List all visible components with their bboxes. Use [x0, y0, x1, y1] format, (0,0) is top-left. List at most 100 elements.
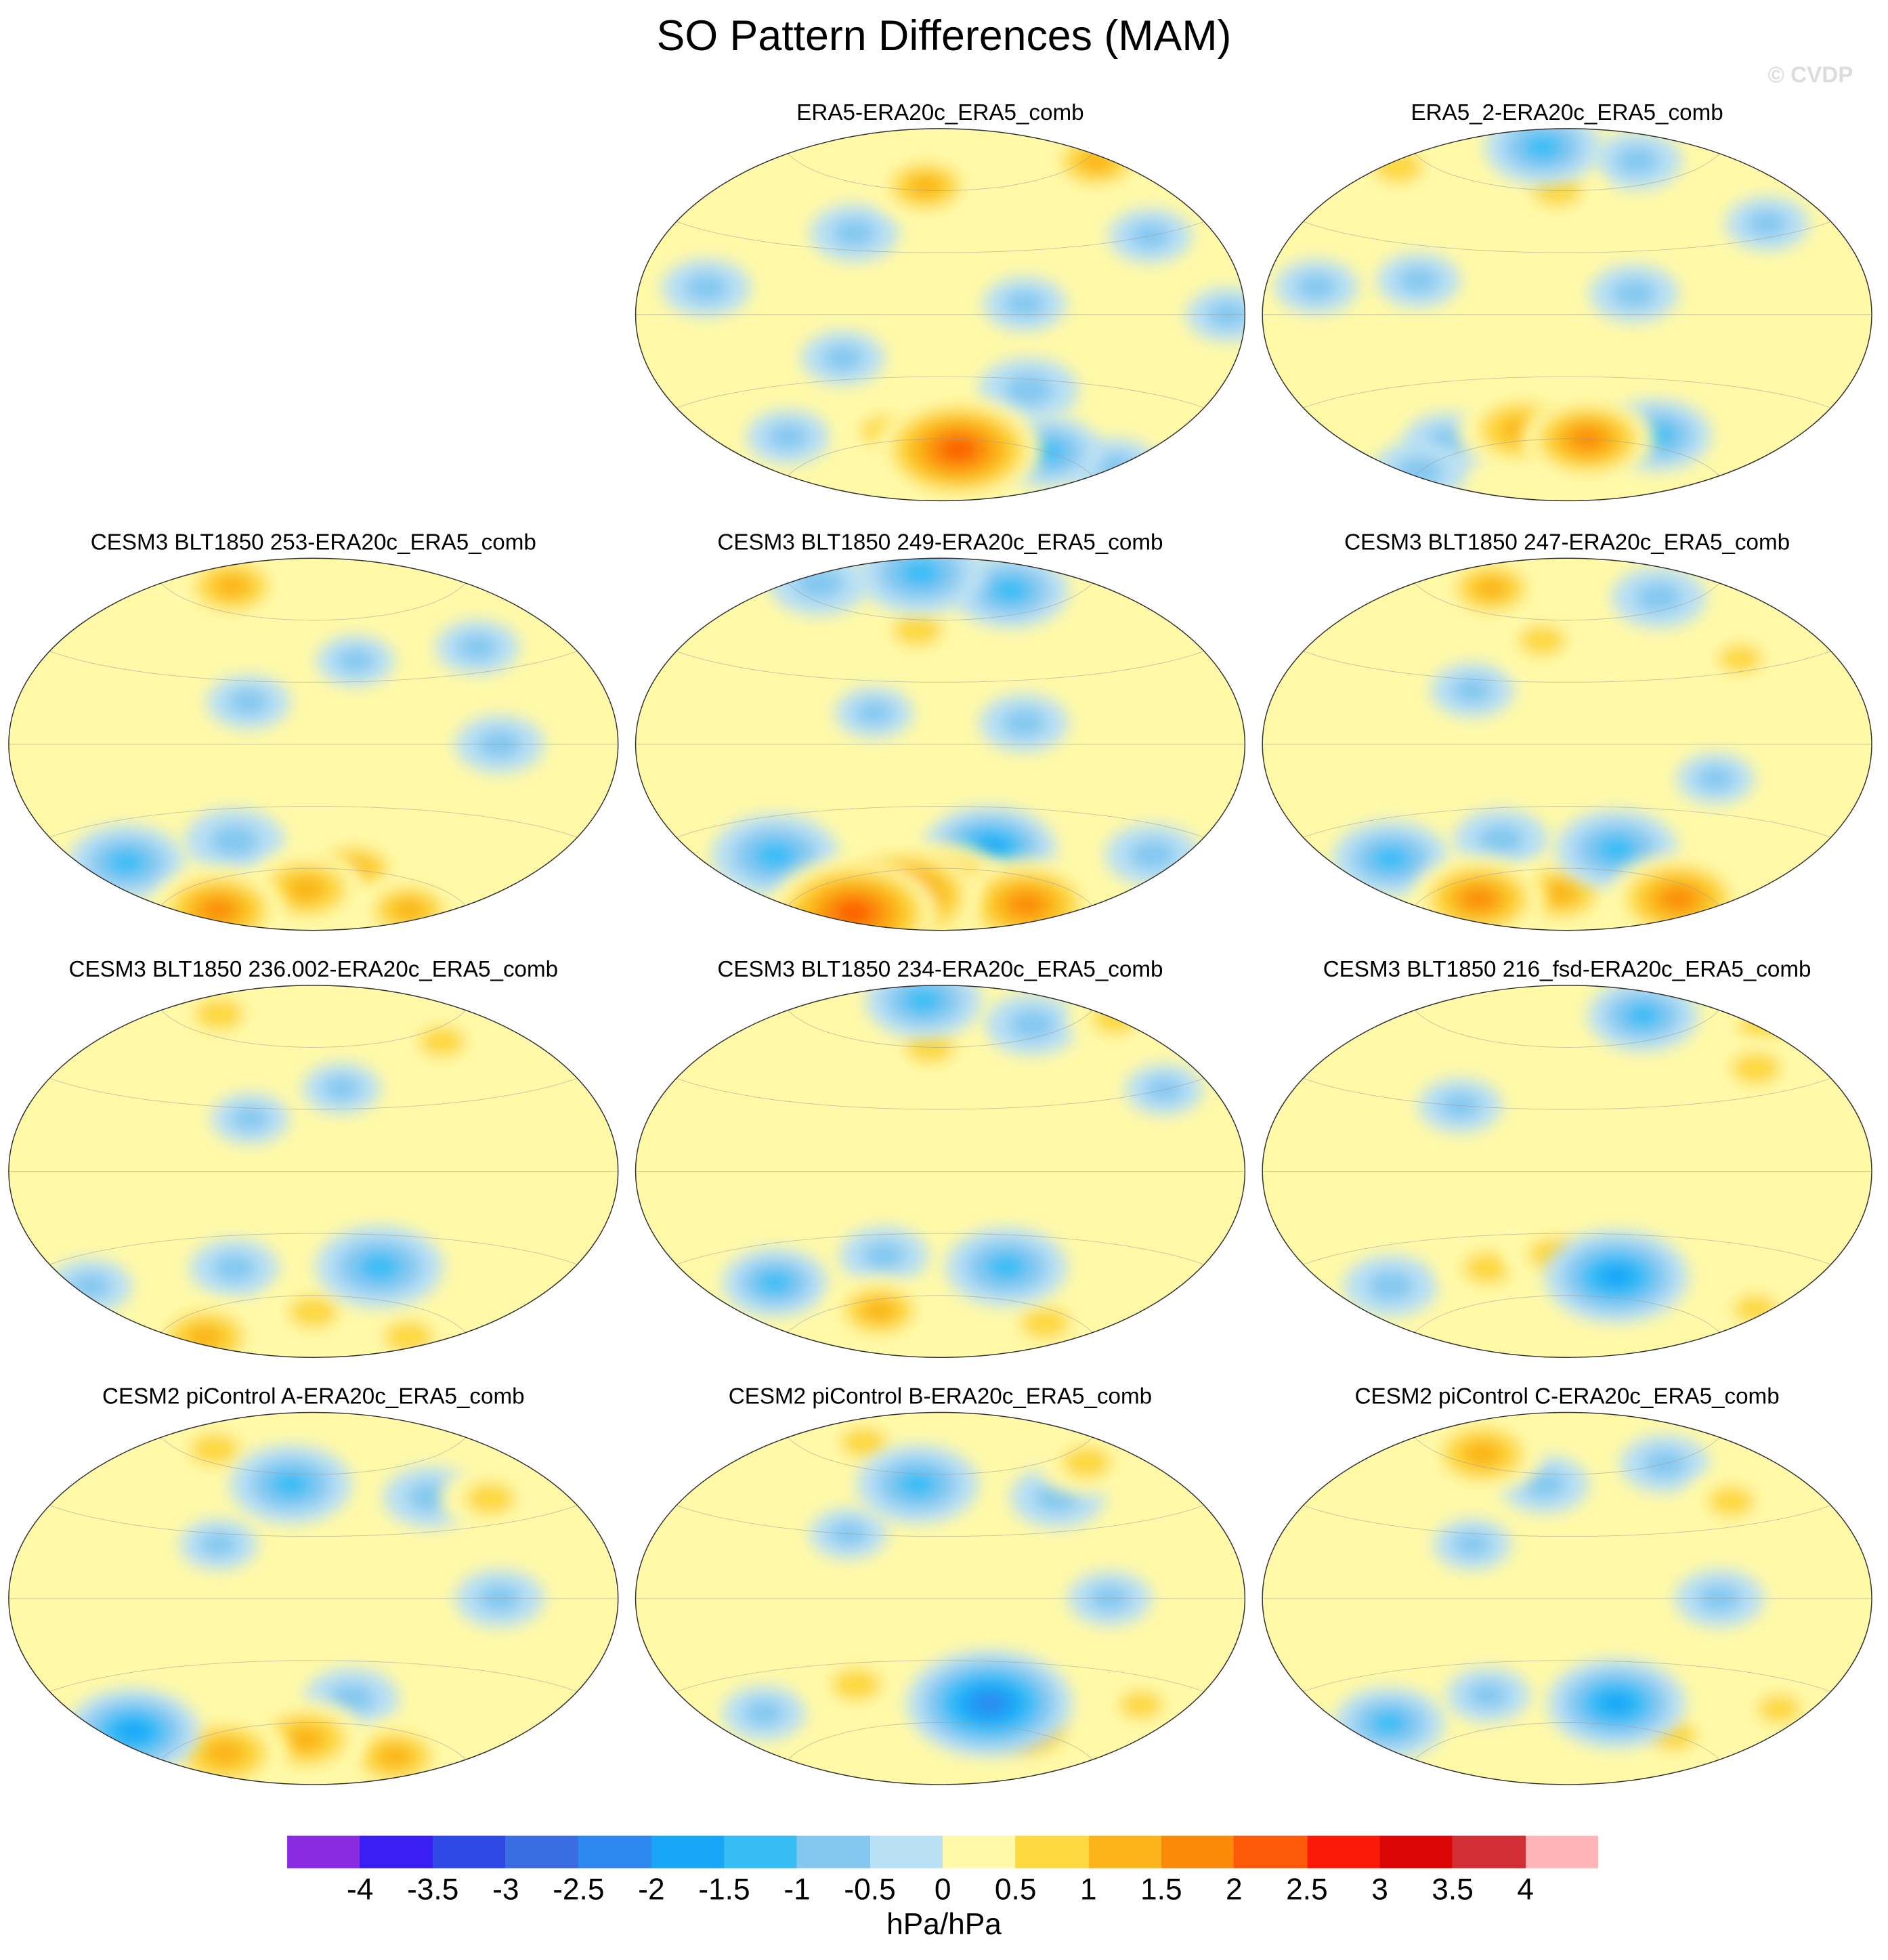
- panel-title: CESM3 BLT1850 253-ERA20c_ERA5_comb: [90, 529, 536, 555]
- colorbar-box: [1015, 1835, 1090, 1869]
- map-panel: CESM3 BLT1850 216_fsd-ERA20c_ERA5_comb: [1259, 956, 1876, 1359]
- negative-anomaly: [985, 994, 1079, 1056]
- negative-anomaly: [1433, 1518, 1511, 1571]
- panel-title: CESM3 BLT1850 234-ERA20c_ERA5_comb: [717, 956, 1163, 982]
- negative-anomaly: [316, 635, 395, 687]
- panel-title: CESM3 BLT1850 249-ERA20c_ERA5_comb: [717, 529, 1163, 555]
- negative-anomaly: [66, 1688, 200, 1775]
- graticule: [635, 1010, 1245, 1333]
- panel-title: CESM2 piControl C-ERA20c_ERA5_comb: [1354, 1384, 1780, 1409]
- colorbar-tick-label: -1: [784, 1873, 811, 1907]
- positive-anomaly: [1734, 1680, 1824, 1739]
- negative-anomaly: [979, 694, 1069, 752]
- negative-anomaly: [856, 1445, 979, 1524]
- colorbar-tick-label: -2.5: [553, 1873, 605, 1907]
- positive-anomaly: [1706, 1036, 1806, 1101]
- watermark: © CVDP: [1767, 62, 1853, 88]
- map-panel: CESM3 BLT1850 253-ERA20c_ERA5_comb: [5, 529, 622, 931]
- global-map: [635, 128, 1246, 502]
- negative-anomaly: [839, 1227, 929, 1285]
- map-border: [1262, 557, 1872, 931]
- positive-anomaly: [1438, 558, 1544, 623]
- negative-anomaly: [835, 687, 914, 738]
- figure-title: SO Pattern Differences (MAM): [656, 12, 1232, 60]
- negative-anomaly: [662, 259, 751, 317]
- negative-anomaly: [1333, 1687, 1445, 1760]
- graticule: [1262, 1010, 1872, 1333]
- colorbar-tick-label: 4: [1517, 1873, 1534, 1907]
- map-panel: CESM2 piControl C-ERA20c_ERA5_comb: [1259, 1384, 1876, 1785]
- negative-anomaly: [184, 808, 284, 874]
- map-panel: ERA5_2-ERA20c_ERA5_comb: [1259, 100, 1876, 502]
- colorbar-box: [724, 1835, 798, 1869]
- negative-anomaly: [190, 1239, 279, 1297]
- negative-anomaly: [1453, 809, 1549, 871]
- colorbar-box: [1306, 1835, 1381, 1869]
- map-panel: CESM3 BLT1850 236.002-ERA20c_ERA5_comb: [5, 956, 622, 1359]
- global-map: [1262, 1411, 1872, 1785]
- negative-anomaly: [230, 1445, 352, 1524]
- global-map: [8, 1411, 619, 1785]
- map-border: [635, 557, 1246, 931]
- map-border: [8, 985, 619, 1359]
- map-border: [1262, 985, 1872, 1359]
- positive-anomaly: [439, 1466, 540, 1531]
- colorbar-box: [578, 1835, 652, 1869]
- colorbar-box: [505, 1835, 580, 1869]
- negative-anomaly: [1611, 566, 1707, 629]
- map-border: [8, 557, 619, 931]
- colorbar-tick-label: 0.5: [994, 1873, 1037, 1907]
- map-panel: CESM2 piControl B-ERA20c_ERA5_comb: [632, 1384, 1249, 1785]
- negative-anomaly: [722, 1686, 806, 1741]
- global-map: [8, 557, 619, 931]
- negative-anomaly: [1725, 196, 1809, 251]
- colorbar-box: [1453, 1835, 1526, 1869]
- negative-anomaly: [1544, 1230, 1689, 1323]
- negative-anomaly: [435, 620, 519, 675]
- positive-anomaly: [1044, 128, 1150, 196]
- panel-title: ERA5_2-ERA20c_ERA5_comb: [1411, 100, 1723, 125]
- panel-title: CESM3 BLT1850 247-ERA20c_ERA5_comb: [1344, 529, 1790, 555]
- positive-anomaly: [1036, 1430, 1137, 1495]
- negative-anomaly: [1593, 131, 1682, 190]
- map-border: [635, 128, 1246, 502]
- positive-anomaly: [1495, 610, 1590, 672]
- negative-anomaly: [1377, 253, 1461, 308]
- negative-anomaly: [1587, 985, 1699, 1052]
- graticule: [8, 1436, 618, 1760]
- global-map: [1262, 985, 1872, 1359]
- colorbar-tick-label: 2.5: [1286, 1873, 1328, 1907]
- negative-anomaly: [865, 985, 982, 1039]
- panel-title: ERA5-ERA20c_ERA5_comb: [796, 100, 1084, 125]
- negative-anomaly: [211, 1093, 289, 1145]
- map-panel: ERA5-ERA20c_ERA5_comb: [632, 100, 1249, 502]
- global-map: [635, 985, 1246, 1359]
- negative-anomaly: [1274, 259, 1358, 314]
- colorbar-box: [651, 1835, 725, 1869]
- positive-anomaly: [1421, 1414, 1544, 1494]
- panel-title: CESM2 piControl B-ERA20c_ERA5_comb: [728, 1384, 1153, 1409]
- negative-anomaly: [1430, 663, 1514, 718]
- colorbar-box: [1525, 1835, 1600, 1869]
- negative-anomaly: [1484, 128, 1602, 185]
- colorbar-box: [870, 1835, 944, 1869]
- graticule: [8, 582, 618, 906]
- global-map: [8, 985, 619, 1359]
- positive-anomaly: [1096, 1676, 1186, 1734]
- negative-anomaly: [810, 204, 899, 262]
- panel-title: CESM3 BLT1850 236.002-ERA20c_ERA5_comb: [68, 956, 559, 982]
- colorbar-box: [433, 1835, 507, 1869]
- negative-anomaly: [1446, 1667, 1530, 1723]
- negative-anomaly: [906, 1650, 1073, 1757]
- colorbar-tick-label: -2: [638, 1873, 665, 1907]
- panel-title: CESM2 piControl A-ERA20c_ERA5_comb: [102, 1384, 525, 1409]
- negative-anomaly: [179, 1518, 258, 1571]
- colorbar-box: [287, 1835, 361, 1869]
- negative-anomaly: [746, 409, 830, 465]
- colorbar-tick-label: 1.5: [1140, 1873, 1182, 1907]
- colorbar-tick-label: -3.5: [407, 1873, 459, 1907]
- negative-anomaly: [1332, 821, 1449, 897]
- panel-title: CESM3 BLT1850 216_fsd-ERA20c_ERA5_comb: [1323, 956, 1811, 982]
- graticule: [1262, 582, 1872, 906]
